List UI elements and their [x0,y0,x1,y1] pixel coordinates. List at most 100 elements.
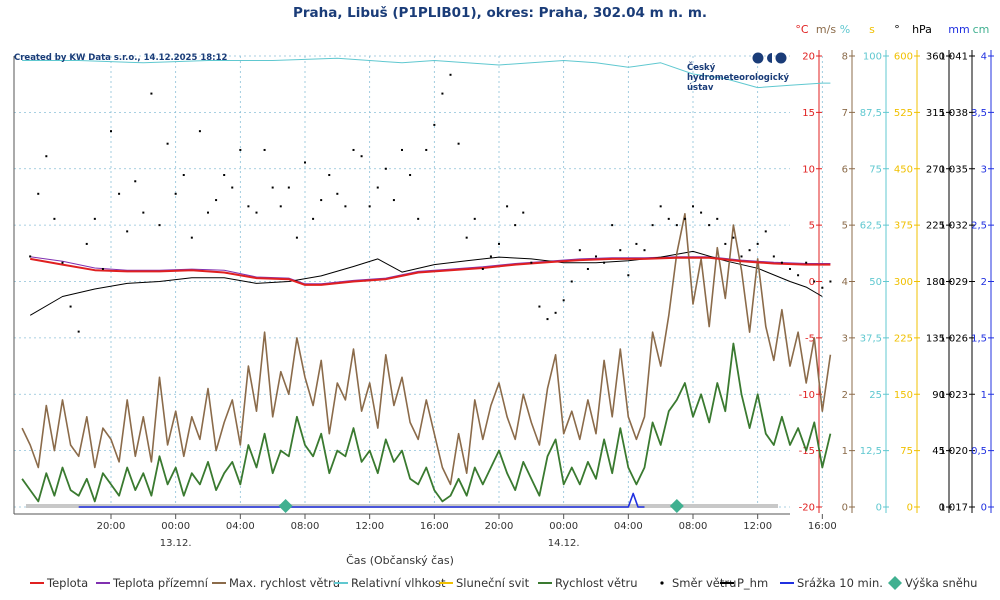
axis-tick-label: 3,5 [971,108,987,119]
x-axis-label: Čas (Občanský čas) [346,554,454,567]
wind-direction-point [506,205,509,208]
wind-direction-point [498,242,500,245]
axis-tick-label: -10 [799,390,815,401]
wind-direction-point [425,148,428,151]
legend-item: Teplota přízemní [96,576,209,590]
wind-direction-point [619,249,622,252]
wind-direction-point [401,148,403,151]
axis-tick-label: 1 038 [939,108,968,119]
wind-direction-point [522,211,525,214]
wind-direction-point [659,205,662,208]
legend-label: Výška sněhu [905,576,977,590]
wind-direction-point [360,155,363,158]
axis-unit-label: % [840,23,850,36]
axis-tick-label: 62,5 [860,221,882,232]
legend-label: Sluneční svit [456,576,530,590]
wind-direction-point [821,286,824,289]
x-tick-label: 08:00 [291,521,320,532]
wind-direction-point [384,167,387,170]
wind-direction-point [77,330,80,333]
wind-direction-point [675,224,678,227]
axis-tick-label: 12,5 [860,446,882,457]
wind-direction-point [255,211,258,214]
logo-half-dot [767,53,772,63]
wind-direction-point [409,174,412,177]
wind-direction-point [635,242,638,245]
wind-direction-point [110,130,112,133]
wind-direction-point [449,73,452,76]
credit-text: Created by KW Data s.r.o., 14.12.2025 18… [14,53,227,63]
x-tick-label: 20:00 [485,521,514,532]
axis-tick-label: 1 026 [939,333,968,344]
x-date-label: 14.12. [548,538,580,549]
axis-tick-label: 0,5 [971,446,987,457]
wind-direction-point [732,236,735,239]
legend-item: Výška sněhu [888,576,977,590]
axis-tick-label: 7 [842,108,848,119]
axis-tick-label: 1 [842,446,848,457]
wind-direction-point [53,217,56,220]
wind-direction-point [627,274,630,277]
legend-label: Teplota přízemní [112,576,209,590]
axis-tick-label: 1 017 [939,503,968,514]
wind-direction-point [813,280,816,283]
legend-label: Max. rychlost větru [229,576,340,590]
wind-direction-point [433,123,436,126]
series-line-sr-ka-10-min- [78,492,645,508]
logo-text-line: ústav [687,83,714,93]
axis-tick-label: 270 [926,164,945,175]
wind-direction-point [231,186,234,189]
wind-direction-point [724,242,727,245]
axis-tick-label: 5 [809,221,815,232]
logo-text-line: hydrometeorologický [687,73,789,83]
x-tick-label: 16:00 [808,521,837,532]
wind-direction-point [441,92,444,95]
x-date-label: 13.12. [160,538,192,549]
wind-direction-point [457,142,460,145]
axis-tick-label: 135 [926,333,945,344]
wind-direction-point [797,274,800,277]
axis-tick-label: 375 [894,221,913,232]
wind-direction-point [61,261,64,264]
axis-tick-label: 225 [926,221,945,232]
ground-band [26,504,778,508]
wind-direction-point [223,174,226,177]
wind-direction-point [279,205,282,208]
wind-direction-point [320,199,323,202]
y-axes: °C20151050-5-10-15-20m/s876543210%10087,… [795,23,994,514]
x-tick-label: 04:00 [614,521,643,532]
axis-tick-label: 75 [900,446,913,457]
axis-tick-label: 4 [981,52,987,63]
legend-label: Rychlost větru [555,576,638,590]
wind-direction-point [756,242,759,245]
legend-label: Relativní vlhkost [351,576,446,590]
x-tick-label: 00:00 [161,521,190,532]
axis-tick-label: -20 [799,503,815,514]
wind-direction-point [586,267,589,270]
legend-item: Teplota [30,576,88,590]
axis-tick-label: 450 [894,164,913,175]
axis-tick-label: 5 [842,221,848,232]
x-tick-label: 12:00 [355,521,384,532]
wind-direction-point [287,186,290,189]
x-tick-label: 16:00 [420,521,449,532]
wind-direction-point [37,192,40,195]
axis-tick-label: 20 [802,52,815,63]
wind-direction-point [85,242,88,245]
wind-direction-point [304,161,306,164]
chart-title: Praha, Libuš (P1PLIB01), okres: Praha, 3… [293,5,707,21]
wind-direction-point [118,192,121,195]
wind-direction-point [708,224,711,227]
axis-unit-label: m/s [816,23,836,36]
axis-tick-label: 0 [809,277,815,288]
axis-tick-label: 1 032 [939,221,968,232]
axis-tick-label: 180 [926,277,945,288]
wind-direction-point [554,311,557,314]
wind-direction-point [789,267,791,270]
logo-dot [752,52,764,64]
axis-tick-label: 1 [981,390,987,401]
wind-direction-point [595,255,597,258]
axis-tick-label: 600 [894,52,913,63]
wind-direction-point [247,205,250,208]
axis-tick-label: 525 [894,108,913,119]
